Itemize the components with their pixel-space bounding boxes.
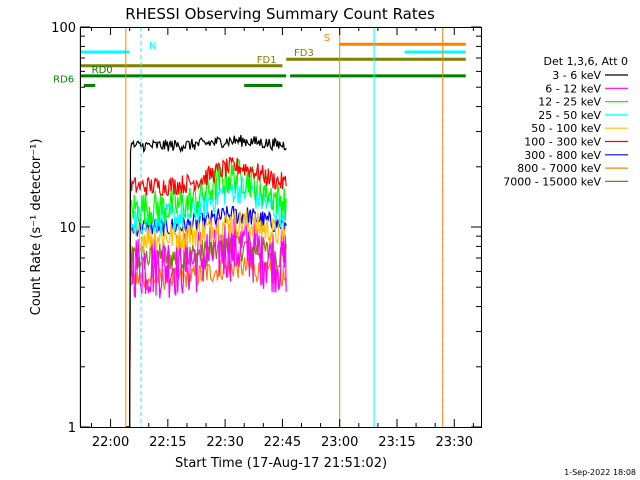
state-bars: N S FD1 FD3 RD0 RD6 — [53, 33, 466, 87]
x-tick-label: 22:15 — [149, 435, 186, 450]
x-tick-label: 22:30 — [206, 435, 243, 450]
chart-title: RHESSI Observing Summary Count Rates — [125, 5, 435, 23]
legend-label: 12 - 25 keV — [538, 96, 601, 109]
legend-label: 800 - 7000 keV — [517, 162, 601, 175]
legend-label: 25 - 50 keV — [538, 109, 601, 122]
y-axis: 1 10 100 — [51, 21, 481, 436]
legend-label: 7000 - 15000 keV — [503, 175, 601, 188]
y-tick-label: 100 — [51, 21, 76, 36]
y-tick-label: 1 — [68, 421, 76, 436]
state-bar-label: N — [149, 41, 156, 52]
series-line — [125, 255, 287, 428]
series-line — [125, 214, 287, 428]
legend-label: 100 - 300 keV — [524, 136, 601, 149]
footer-date: 1-Sep-2022 18:08 — [564, 468, 636, 477]
x-axis-label: Start Time (17-Aug-17 21:51:02) — [175, 456, 387, 471]
x-tick-label: 22:45 — [264, 435, 301, 450]
x-tick-label: 23:30 — [436, 435, 473, 450]
state-bar-label: RD6 — [53, 74, 74, 85]
legend-label: 300 - 800 keV — [524, 149, 601, 162]
legend-label: 50 - 100 keV — [531, 122, 601, 135]
x-tick-label: 23:15 — [378, 435, 415, 450]
series-line — [125, 205, 287, 428]
y-axis-label: Count Rate (s⁻¹ detector⁻¹) — [29, 139, 44, 316]
y-tick-label: 10 — [59, 221, 76, 236]
x-tick-label: 22:00 — [92, 435, 129, 450]
x-tick-label: 23:00 — [321, 435, 358, 450]
state-bar-label: RD0 — [92, 65, 113, 76]
legend-label: 6 - 12 keV — [545, 82, 601, 95]
series-line — [125, 210, 287, 428]
series-line — [125, 134, 287, 428]
state-bar-label: FD3 — [294, 48, 314, 59]
plot-area — [125, 134, 287, 428]
state-bar-label: S — [324, 33, 330, 44]
state-bar-label: FD1 — [257, 55, 277, 66]
x-axis: 22:00 22:15 22:30 22:45 23:00 23:15 23:30 — [90, 27, 474, 450]
legend-label: 3 - 6 keV — [552, 69, 601, 82]
series-line — [125, 156, 287, 428]
legend-title: Det 1,3,6, Att 0 — [544, 55, 628, 68]
